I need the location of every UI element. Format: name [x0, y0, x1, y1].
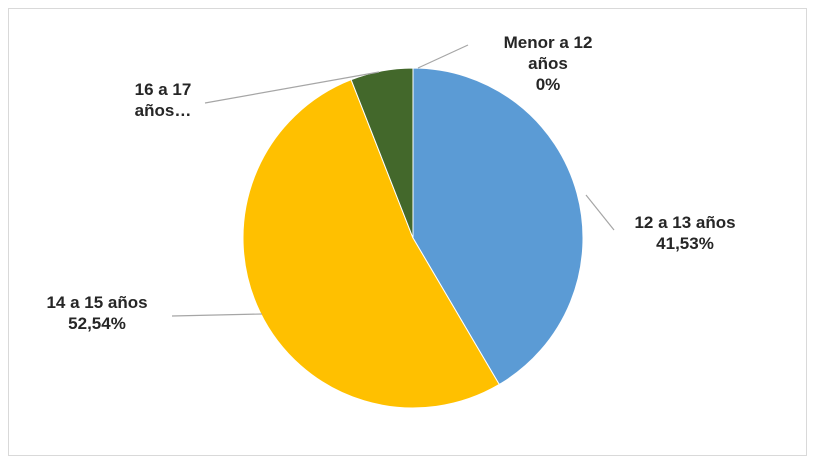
- data-label-line: 41,53%: [656, 234, 714, 253]
- data-label-line: 0%: [536, 75, 561, 94]
- data-label-line: 14 a 15 años: [46, 293, 147, 312]
- data-label-line: años…: [135, 101, 192, 120]
- data-label-line: años: [528, 54, 568, 73]
- data-label-16-a-17-anos: 16 a 17 años…: [135, 80, 192, 120]
- data-label-line: 52,54%: [68, 314, 126, 333]
- data-label-12-a-13-anos: 12 a 13 años 41,53%: [634, 213, 735, 253]
- data-labels: Menor a 12 años 0% 12 a 13 años 41,53% 14 a 1…: [46, 33, 735, 333]
- leader-line-menor-a-12-anos: [417, 44, 469, 69]
- data-label-line: 12 a 13 años: [634, 213, 735, 232]
- leader-lines: [171, 44, 615, 317]
- data-label-14-a-15-anos: 14 a 15 años 52,54%: [46, 293, 147, 333]
- pie-slice-14-a-15-anos: [242, 79, 500, 409]
- pie-slices: [242, 67, 584, 409]
- data-label-menor-a-12-anos: Menor a 12 años 0%: [504, 33, 593, 94]
- pie-slice-16-a-17-anos: [350, 67, 414, 239]
- data-label-line: Menor a 12: [504, 33, 593, 52]
- data-label-line: 16 a 17: [135, 80, 192, 99]
- leader-line-16-a-17-anos: [204, 71, 380, 104]
- pie-slice-12-a-13-anos: [412, 67, 584, 386]
- leader-line-14-a-15-anos: [171, 313, 263, 317]
- leader-line-12-a-13-anos: [585, 194, 615, 231]
